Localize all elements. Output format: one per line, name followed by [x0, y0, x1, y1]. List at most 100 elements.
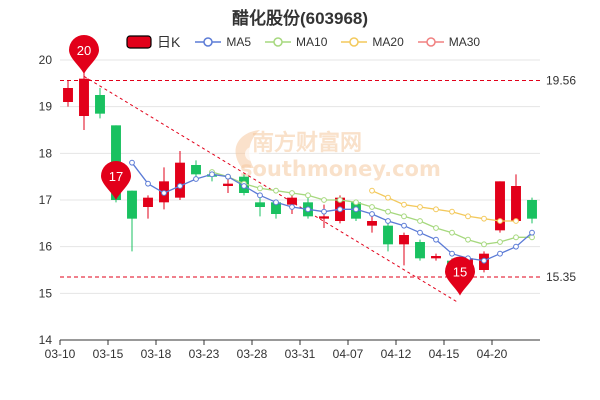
- legend-item-ma20[interactable]: MA20: [341, 35, 404, 49]
- candle-body: [399, 235, 409, 245]
- ma5-point: [433, 236, 439, 243]
- ma10-point: [433, 225, 439, 231]
- ma10-point: [273, 187, 279, 194]
- ma10-point: [513, 234, 519, 241]
- ma5-point: [273, 199, 279, 206]
- x-tick-label: 03-18: [141, 347, 172, 361]
- price-marker-pin: [445, 256, 475, 296]
- ma5-point: [129, 159, 135, 166]
- ma5-point: [257, 192, 263, 199]
- ma20-point: [465, 213, 471, 220]
- x-tick-label: 03-31: [285, 347, 316, 361]
- legend-label-kline: 日K: [157, 34, 181, 50]
- legend-item-ma10[interactable]: MA10: [265, 35, 327, 49]
- candle-body: [367, 221, 377, 226]
- candle-body: [383, 225, 393, 245]
- x-tick-label: 03-10: [45, 347, 76, 361]
- ma5-point: [513, 243, 519, 250]
- ma10-point: [289, 190, 295, 196]
- ma20-legend-icon: [341, 37, 368, 47]
- legend-item-kline[interactable]: 日K: [126, 32, 181, 52]
- price-markers: 20 17 15: [69, 35, 475, 296]
- x-tick-label: 04-20: [477, 347, 508, 361]
- candle-body: [271, 202, 281, 214]
- legend-item-ma30[interactable]: MA30: [417, 35, 481, 49]
- ma20-point: [369, 187, 375, 194]
- ma5-point: [289, 204, 295, 210]
- ma5-legend-icon: [195, 37, 222, 47]
- candle-body: [95, 95, 105, 114]
- ma5-point: [305, 206, 311, 213]
- chart-title: 醋化股份(603968): [231, 9, 369, 28]
- ma5-point: [497, 250, 503, 257]
- candle-body: [143, 197, 153, 207]
- ma10-point: [369, 204, 375, 210]
- ma20-point: [497, 218, 503, 224]
- ma5-point: [241, 183, 247, 189]
- candle-body: [511, 186, 521, 221]
- ma5-point: [145, 180, 151, 187]
- x-tick-label: 04-15: [429, 347, 460, 361]
- ma10-point: [321, 197, 327, 203]
- ma10-point: [353, 199, 359, 206]
- price-marker-pin: [101, 161, 131, 200]
- watermark: 南方财富网 southmoney.com: [235, 130, 441, 181]
- price-marker-label: 20: [77, 43, 91, 58]
- candle-body: [431, 256, 441, 259]
- ma10-point: [449, 229, 455, 236]
- ma5-point: [481, 257, 487, 264]
- x-tick-label: 03-23: [189, 347, 220, 361]
- x-tick-label: 03-15: [93, 347, 124, 361]
- ma5-point: [321, 208, 327, 215]
- legend: 日K MA5 MA10 MA20 MA30: [126, 33, 494, 51]
- price-marker-label: 15: [453, 265, 467, 280]
- ma10-point: [497, 239, 503, 245]
- x-tick-label: 03-28: [237, 347, 268, 361]
- ma20-point: [449, 208, 455, 215]
- candle-body: [255, 202, 265, 207]
- price-marker-pin: [69, 35, 99, 74]
- ma5-point: [337, 206, 343, 213]
- candle-body: [223, 183, 233, 186]
- y-tick-label: 20: [39, 53, 53, 67]
- ma20-point: [513, 218, 519, 224]
- candle-legend-icon: [126, 35, 152, 49]
- ma10-point: [257, 185, 263, 192]
- ma5-point: [529, 229, 535, 236]
- candle-body: [415, 242, 425, 259]
- ma10-point: [401, 213, 407, 220]
- axes-layer: 14 15 16 17 18 19 20 03-10 03-15 03-18 03-23 03-28 0…: [39, 53, 540, 361]
- ma5-point: [401, 222, 407, 229]
- reference-lines: 19.56 15.35: [60, 74, 576, 284]
- ma10-point: [305, 192, 311, 199]
- ma20-point: [433, 206, 439, 213]
- y-tick-label: 17: [39, 193, 53, 207]
- ma10-point: [481, 241, 487, 248]
- ma20-point: [417, 204, 423, 210]
- candle-body: [127, 190, 137, 219]
- y-tick-label: 16: [39, 240, 53, 254]
- candle-body: [287, 197, 297, 205]
- ma10-point: [417, 218, 423, 224]
- y-tick-label: 15: [39, 286, 53, 300]
- legend-item-ma5[interactable]: MA5: [195, 35, 251, 49]
- x-tick-label: 04-07: [333, 347, 364, 361]
- ma5-point: [417, 229, 423, 236]
- watermark-logo-icon: [235, 130, 260, 168]
- legend-label-ma10: MA10: [296, 35, 328, 49]
- x-tick-label: 04-12: [381, 347, 412, 361]
- ma5-point: [225, 173, 231, 180]
- ma5-point: [177, 183, 183, 189]
- legend-label-ma30: MA30: [448, 35, 481, 49]
- candle-body: [527, 200, 537, 219]
- ma5-point: [161, 190, 167, 196]
- price-marker-label: 17: [109, 169, 123, 184]
- ma10-point: [465, 236, 471, 243]
- legend-label-ma20: MA20: [372, 35, 404, 49]
- ma30-legend-icon: [417, 37, 444, 47]
- ma20-point: [401, 201, 407, 208]
- ma5-point: [209, 171, 215, 178]
- reference-label: 19.56: [546, 74, 576, 88]
- y-tick-label: 19: [39, 100, 53, 114]
